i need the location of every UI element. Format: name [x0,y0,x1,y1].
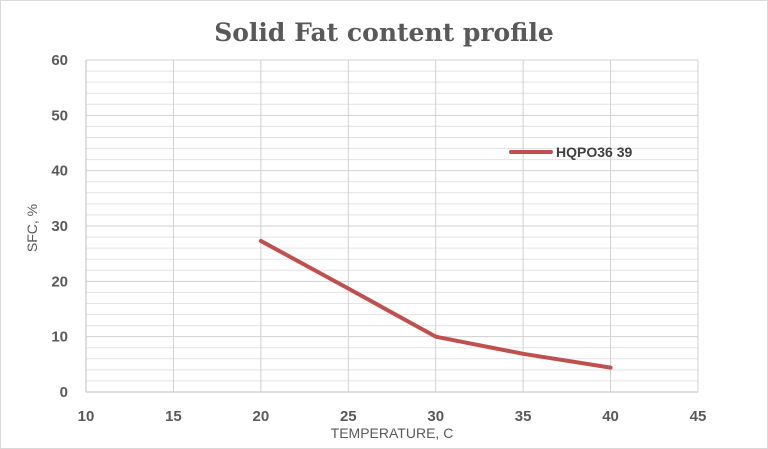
y-tick-label: 30 [51,218,68,235]
y-tick-labels: 0 10 20 30 40 50 60 [51,52,68,401]
x-tick-label: 25 [340,408,357,425]
y-tick-label: 20 [51,273,68,290]
x-axis-label: TEMPERATURE, C [330,425,454,441]
y-tick-label: 10 [51,329,68,346]
series-line [258,238,613,370]
y-tick-label: 0 [60,384,68,401]
series-lines [258,238,613,370]
axes [85,60,698,393]
major-gridlines [86,59,699,392]
legend-label: HQPO36 39 [556,144,632,160]
y-tick-label: 50 [51,107,68,124]
x-tick-label: 10 [78,408,95,425]
x-tick-label: 45 [690,408,707,425]
y-axis-label: SFC, % [24,203,40,253]
x-tick-label: 30 [427,408,444,425]
y-tick-label: 60 [51,52,68,69]
x-tick-label: 35 [515,408,532,425]
legend: HQPO36 39 [509,144,632,160]
x-tick-label: 20 [253,408,270,425]
y-tick-label: 40 [51,163,68,180]
x-tick-label: 15 [165,408,182,425]
minor-gridlines [86,70,698,382]
x-tick-label: 40 [602,408,619,425]
chart-title: Solid Fat content profile [214,18,554,47]
x-tick-labels: 10 15 20 25 30 35 40 45 [78,408,707,425]
